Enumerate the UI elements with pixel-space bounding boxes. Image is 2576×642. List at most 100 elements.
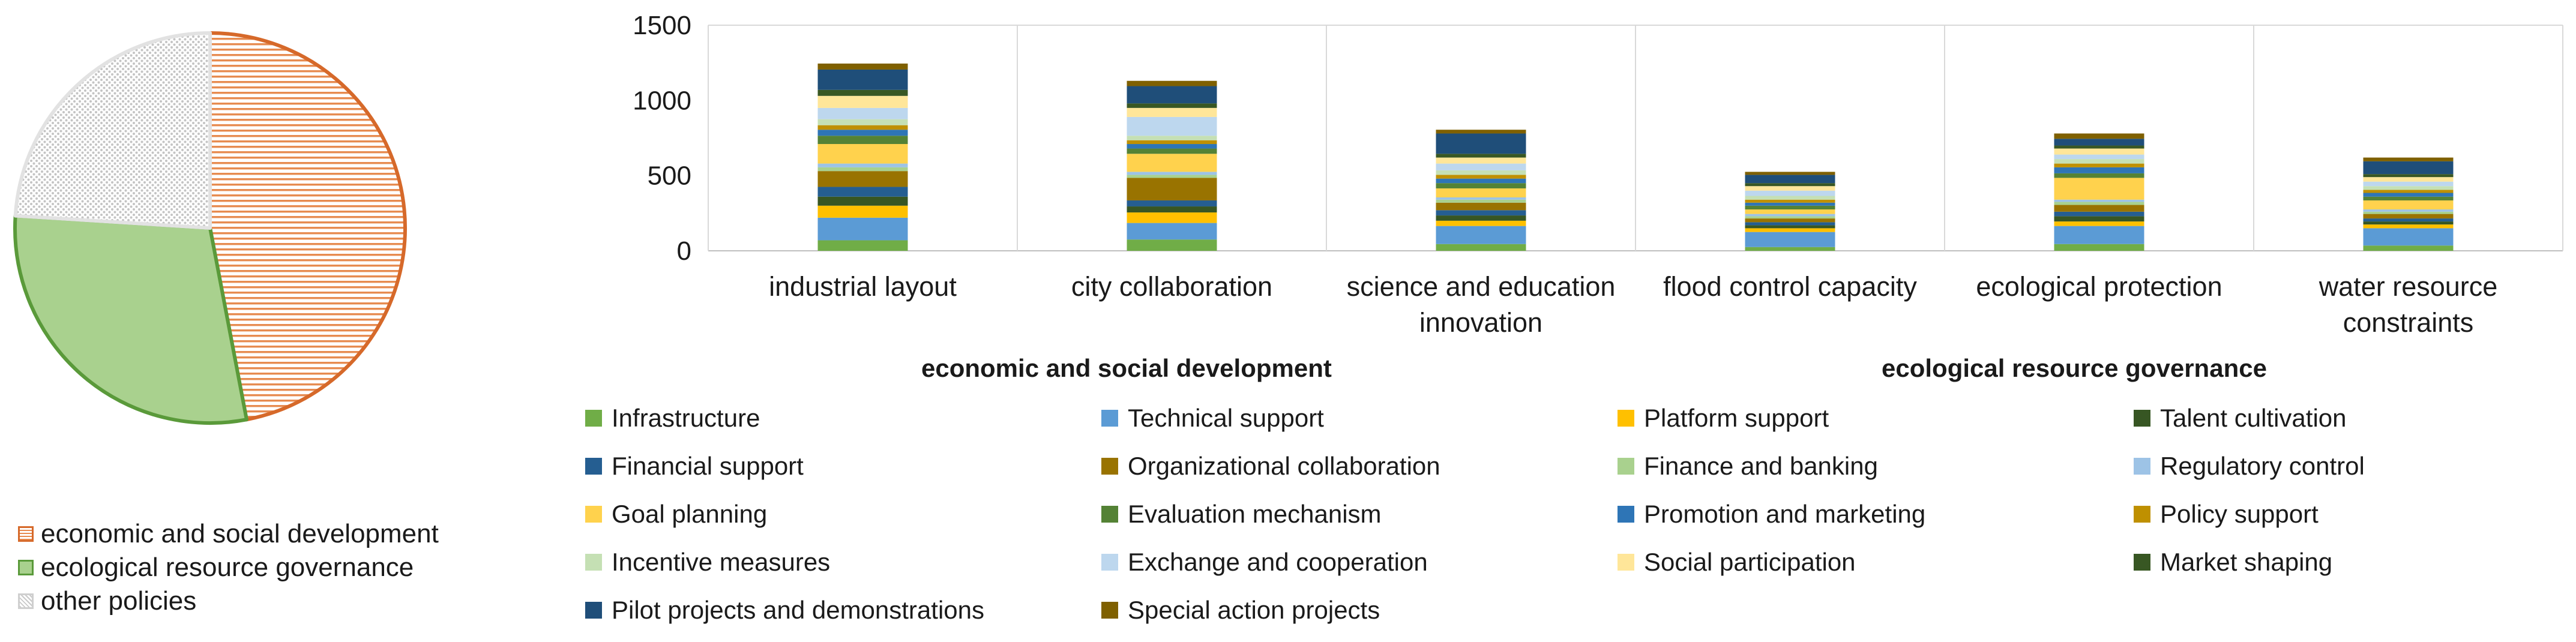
- bar-segment: [1745, 190, 1835, 196]
- y-tick-label: 1000: [633, 86, 691, 115]
- bar-segment: [1436, 220, 1526, 226]
- x-tick-labels: industrial layout city collaboration scien…: [769, 271, 2497, 338]
- bar-segment: [2363, 245, 2454, 251]
- legend-item: Promotion and marketing: [1618, 497, 2134, 532]
- legend-label: Goal planning: [612, 500, 768, 528]
- bar-segment: [1436, 175, 1526, 179]
- bar-segment: [1436, 154, 1526, 158]
- bar-segment: [1436, 170, 1526, 175]
- bar-segment: [817, 107, 908, 119]
- legend-item: Special action projects: [1101, 593, 1618, 628]
- bar-segment: [817, 95, 908, 108]
- category-separators: [708, 25, 2563, 251]
- bar-segment: [2363, 228, 2454, 246]
- legend-item: Regulatory control: [2134, 449, 2566, 484]
- bar-segment: [2363, 211, 2454, 214]
- legend-item: Platform support: [1618, 401, 2134, 436]
- stacked-bar-chart: 0 500 1000 1500 industrial layout city colla…: [633, 11, 2563, 338]
- pie-legend-item: economic and social development: [18, 517, 439, 551]
- bar-segment: [2054, 145, 2144, 149]
- legend-swatch: [1101, 602, 1118, 619]
- bar-segment: [2054, 139, 2144, 146]
- bar-segment: [1127, 200, 1217, 207]
- bar-segment: [2054, 163, 2144, 167]
- x-tick-label: science and education innovation: [1347, 271, 1616, 338]
- legend-swatch: [585, 458, 602, 475]
- bar-segment: [1436, 157, 1526, 164]
- bar-segment: [1745, 205, 1835, 210]
- pie-chart: [13, 31, 407, 425]
- bar-segment: [1436, 215, 1526, 221]
- legend-label: Organizational collaboration: [1128, 452, 1440, 480]
- bar-segment: [1436, 183, 1526, 188]
- legend-swatch: [18, 593, 34, 609]
- x-tick-label: city collaboration: [1071, 271, 1272, 302]
- bar-segment: [2054, 211, 2144, 217]
- legend-item: Finance and banking: [1618, 449, 2134, 484]
- bar-segment: [2363, 177, 2454, 182]
- bar-segment: [817, 119, 908, 125]
- bar-segment: [2054, 178, 2144, 200]
- legend-label: Evaluation mechanism: [1128, 500, 1382, 528]
- bar-segment: [1436, 130, 1526, 134]
- legend-entries: Infrastructure Technical support Platform …: [585, 401, 2566, 628]
- bar-segment: [1436, 226, 1526, 244]
- legend-label: Special action projects: [1128, 596, 1380, 624]
- legend-swatch: [1618, 458, 1634, 475]
- legend-swatch: [2134, 554, 2150, 571]
- bar-segment: [1745, 175, 1835, 184]
- bar-segment: [1127, 206, 1217, 213]
- bar-segment: [2054, 205, 2144, 212]
- bar-segment: [1127, 103, 1217, 108]
- bar-segment: [1436, 197, 1526, 200]
- legend-label: Infrastructure: [612, 404, 760, 432]
- bar-segment: [1127, 178, 1217, 201]
- bar-segment: [2054, 148, 2144, 155]
- bar-segment: [2054, 221, 2144, 226]
- legend-label: Policy support: [2160, 500, 2319, 528]
- bar-segment: [1745, 186, 1835, 191]
- bar-segment: [2363, 157, 2454, 161]
- legend-swatch: [1618, 554, 1634, 571]
- bar-segment: [817, 89, 908, 96]
- legend-swatch: [1618, 506, 1634, 523]
- legend-label: other policies: [41, 586, 197, 616]
- legend-label: Financial support: [612, 452, 804, 480]
- bar-segment: [817, 196, 908, 206]
- bar-segment: [2363, 161, 2454, 175]
- bar-segment: [1436, 202, 1526, 211]
- legend-swatch: [2134, 410, 2150, 427]
- legend-group-title-ecological: ecological resource governance: [1882, 354, 2267, 382]
- legend-label: Technical support: [1128, 404, 1324, 432]
- bar-segment: [2054, 159, 2144, 164]
- bar-segment: [2363, 190, 2454, 193]
- legend-swatch: [585, 554, 602, 571]
- legend-swatch: [18, 526, 34, 542]
- legend-item: Goal planning: [585, 497, 1101, 532]
- bar-segment: [1745, 247, 1835, 251]
- bar-segment: [1745, 172, 1835, 175]
- bar-segment: [2363, 193, 2454, 197]
- legend-item: Talent cultivation: [2134, 401, 2566, 436]
- pie-slice: [13, 31, 212, 230]
- legend-label: ecological resource governance: [41, 553, 414, 582]
- bar-segment: [1127, 140, 1217, 145]
- legend-swatch: [585, 602, 602, 619]
- bar-segment: [1745, 209, 1835, 214]
- legend-item: Policy support: [2134, 497, 2566, 532]
- bar-segment: [1436, 163, 1526, 170]
- bar-segment: [1127, 175, 1217, 178]
- legend-swatch: [1618, 410, 1634, 427]
- legend-label: Market shaping: [2160, 548, 2333, 576]
- bar-segment: [2054, 133, 2144, 139]
- bar-segment: [1745, 218, 1835, 223]
- bar-segment: [817, 69, 908, 90]
- bar-segment: [1745, 199, 1835, 203]
- legend-group-title-economic: economic and social development: [921, 354, 1332, 382]
- bar-segment: [2054, 199, 2144, 202]
- legend-swatch: [2134, 506, 2150, 523]
- x-tick-label: ecological protection: [1976, 271, 2222, 302]
- bar-segment: [817, 63, 908, 70]
- bar-segment: [2363, 196, 2454, 201]
